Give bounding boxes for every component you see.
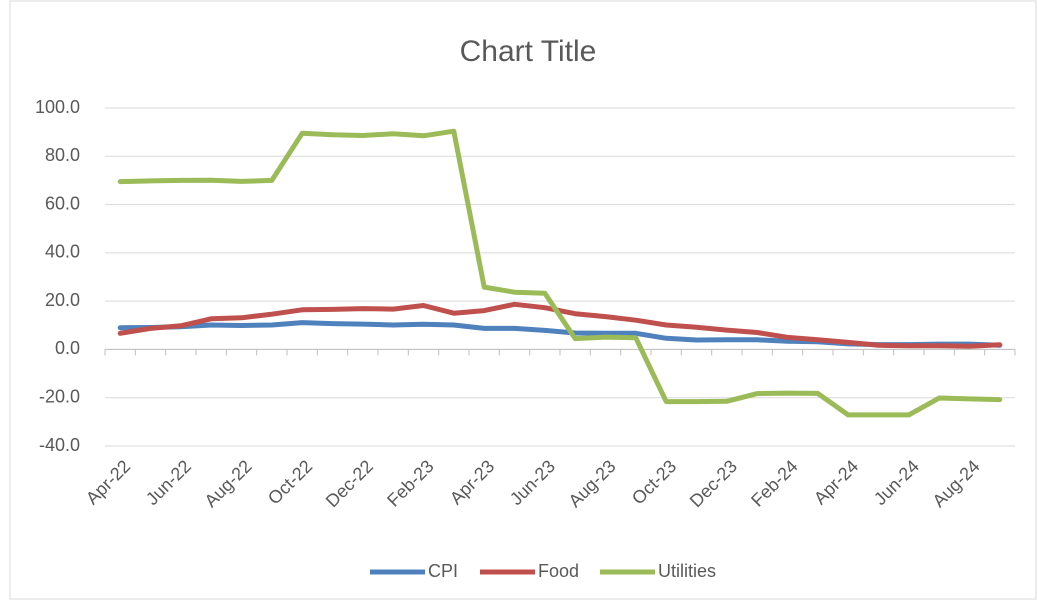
y-tick-label: 20.0 (45, 290, 80, 310)
y-tick-label: -40.0 (39, 435, 80, 455)
line-series (117, 301, 1003, 349)
y-tick-label: -20.0 (39, 386, 80, 406)
legend-label: Food (538, 561, 579, 581)
y-tick-label: 80.0 (45, 145, 80, 165)
legend-label: CPI (428, 561, 458, 581)
y-tick-label: 0.0 (55, 338, 80, 358)
y-tick-label: 40.0 (45, 242, 80, 262)
y-tick-label: 60.0 (45, 193, 80, 213)
chart-frame (9, 0, 1037, 600)
line-series (117, 128, 1003, 418)
legend-label: Utilities (658, 561, 716, 581)
chart-title: Chart Title (460, 35, 597, 68)
y-tick-label: 100.0 (35, 97, 80, 117)
